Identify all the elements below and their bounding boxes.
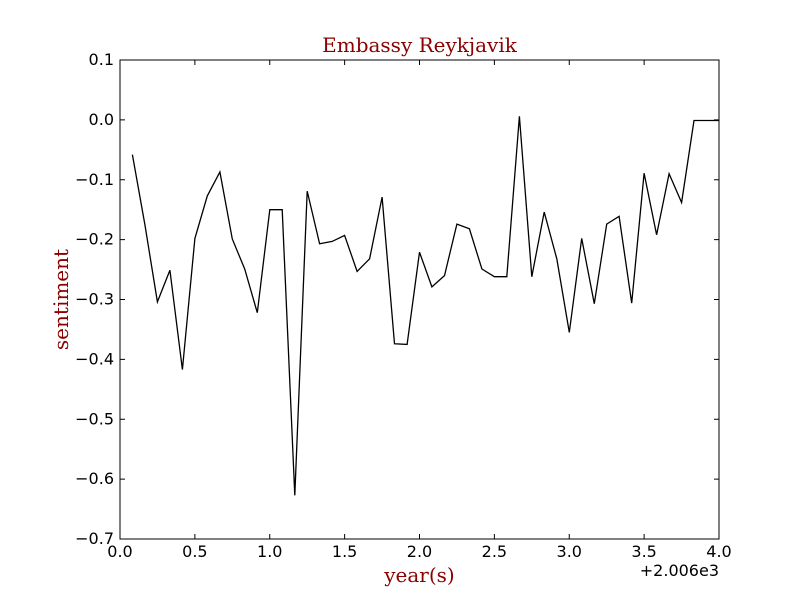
y-tick-label: 0.1 xyxy=(89,50,114,69)
series-line-0 xyxy=(131,116,719,496)
axis-ticks: 0.0 0.5 1.0 1.5 2.0 2.5 3.0 3.5 4.0 0.1 0.0 −0.1 −0.… xyxy=(75,50,732,561)
y-tick-label: 0.0 xyxy=(89,110,114,129)
x-axis-label: year(s) xyxy=(383,563,455,587)
x-tick-label: 4.0 xyxy=(706,542,731,561)
x-tick-label: 0.5 xyxy=(182,542,207,561)
x-tick-label: 0.0 xyxy=(107,542,132,561)
y-tick-label: −0.5 xyxy=(75,409,114,428)
x-tick-label: 1.0 xyxy=(257,542,282,561)
series-line-group xyxy=(131,116,719,496)
y-tick-label: −0.3 xyxy=(75,290,114,309)
x-tick-label: 2.0 xyxy=(407,542,432,561)
x-tick-label: 3.5 xyxy=(631,542,656,561)
x-tick-label: 3.0 xyxy=(557,542,582,561)
y-tick-label: −0.2 xyxy=(75,230,114,249)
x-tick-label: 2.5 xyxy=(482,542,507,561)
y-tick-label: −0.6 xyxy=(75,469,114,488)
chart-title: Embassy Reykjavik xyxy=(322,33,518,57)
x-tick-label: 1.5 xyxy=(332,542,357,561)
y-tick-label: −0.1 xyxy=(75,170,114,189)
y-tick-label: −0.7 xyxy=(75,529,114,548)
y-tick-label: −0.4 xyxy=(75,349,114,368)
y-axis-label: sentiment xyxy=(49,249,73,350)
plot-area xyxy=(119,59,720,540)
x-offset-label: +2.006e3 xyxy=(640,561,719,580)
